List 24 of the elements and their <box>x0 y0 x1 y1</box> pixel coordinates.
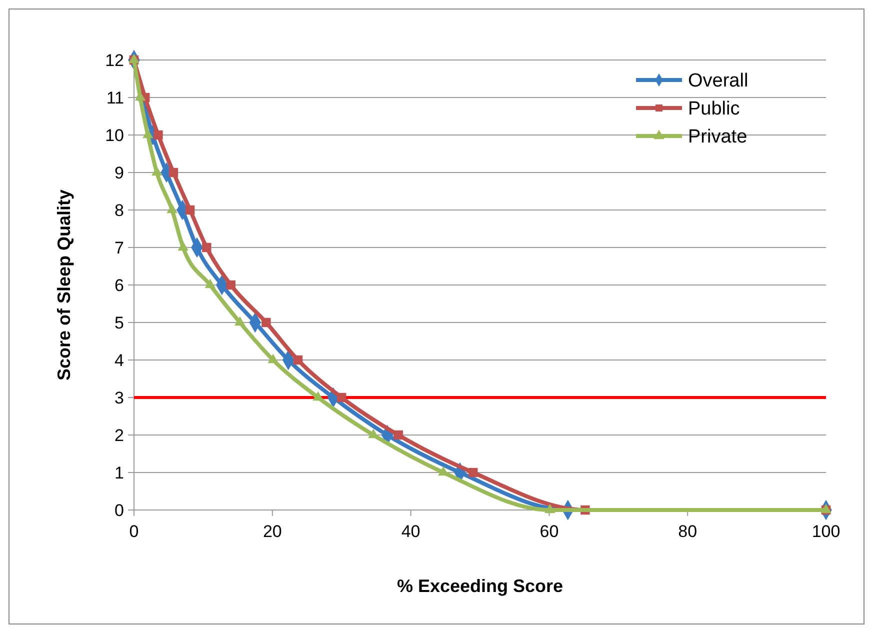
y-tick-label: 1 <box>114 463 124 482</box>
x-tick-label: 20 <box>262 522 282 541</box>
y-axis-title: Score of Sleep Quality <box>54 189 74 381</box>
legend-label: Private <box>688 126 748 148</box>
legend-label: Public <box>688 98 740 120</box>
y-tick-label: 5 <box>114 313 124 332</box>
x-tick-label: 60 <box>540 522 559 541</box>
x-tick-label: 40 <box>401 522 420 541</box>
y-tick-label: 7 <box>114 238 124 258</box>
x-tick-label: 80 <box>678 522 698 541</box>
y-tick-label: 8 <box>114 200 124 220</box>
y-tick-label: 4 <box>114 350 124 370</box>
x-tick-label: 100 <box>812 522 840 541</box>
x-axis-title: % Exceeding Score <box>396 576 564 596</box>
x-tick-label: 0 <box>129 522 139 541</box>
y-tick-label: 12 <box>105 50 124 70</box>
y-tick-label: 10 <box>105 126 124 145</box>
y-tick-label: 2 <box>114 426 124 445</box>
y-tick-label: 9 <box>114 163 124 182</box>
y-tick-label: 0 <box>114 500 124 520</box>
y-tick-label: 11 <box>106 88 124 108</box>
y-tick-label: 6 <box>114 276 124 295</box>
y-tick-label: 3 <box>114 388 124 408</box>
legend-label: Overall <box>688 70 748 92</box>
